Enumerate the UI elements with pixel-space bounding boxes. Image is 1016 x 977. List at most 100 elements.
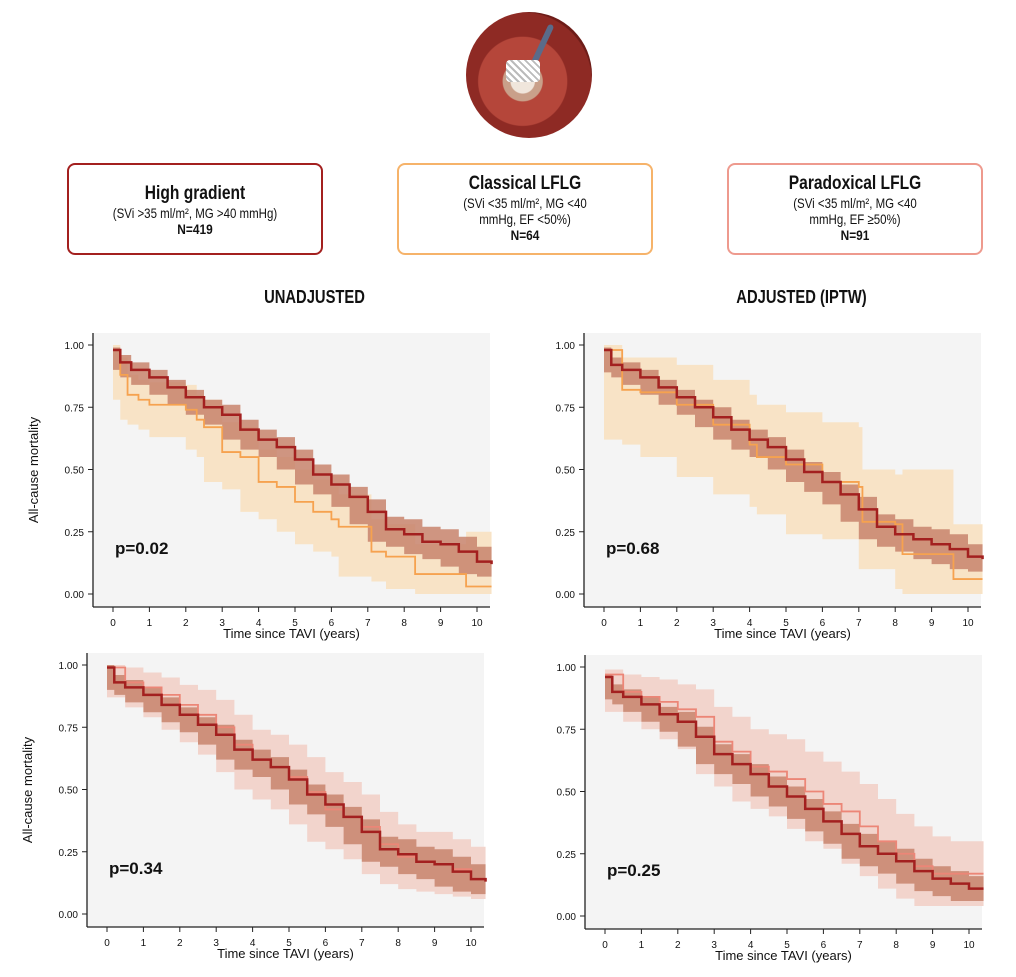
- x-tick-label: 6: [820, 618, 826, 629]
- x-tick-label: 4: [747, 618, 753, 629]
- group-n: N=64: [510, 227, 540, 243]
- x-tick-label: 3: [213, 938, 219, 949]
- x-tick-label: 10: [471, 618, 483, 629]
- section-title-unadjusted: UNADJUSTED: [264, 287, 365, 307]
- y-tick-label: 0.50: [556, 466, 576, 477]
- y-tick-label: 0.25: [65, 528, 85, 539]
- group-title: High gradient: [144, 183, 246, 204]
- x-tick-label: 8: [401, 618, 407, 629]
- x-tick-label: 1: [147, 618, 153, 629]
- y-tick-label: 1.00: [556, 341, 576, 352]
- group-n: N=91: [840, 227, 870, 243]
- x-tick-label: 8: [892, 618, 898, 629]
- x-tick-label: 10: [963, 940, 975, 951]
- x-tick-label: 0: [110, 618, 116, 629]
- x-tick-label: 4: [748, 940, 754, 951]
- x-tick-label: 5: [783, 618, 789, 629]
- y-tick-label: 1.00: [59, 661, 79, 672]
- x-tick-label: 4: [250, 938, 256, 949]
- y-tick-label: 1.00: [557, 663, 577, 674]
- y-tick-label: 0.00: [556, 590, 576, 601]
- y-tick-label: 0.25: [557, 850, 577, 861]
- x-tick-label: 3: [710, 618, 716, 629]
- x-tick-label: 8: [395, 938, 401, 949]
- group-box-classical-lflg: Classical LFLG (SVi <35 ml/m², MG <40 mm…: [397, 163, 653, 255]
- x-axis-label: Time since TAVI (years): [223, 626, 360, 641]
- km-curve-high-gradient: [113, 348, 493, 565]
- x-tick-label: 9: [432, 938, 438, 949]
- km-curve-high-gradient: [107, 666, 487, 882]
- ci-band-high-gradient: [113, 347, 492, 577]
- x-tick-label: 7: [857, 940, 863, 951]
- km-plot-adjusted-classical: 0.00 0.25 0.50 0.75 1.00 0 1 2 3 4 5 6 7 8 9 10 Time sin…: [500, 320, 1000, 655]
- y-axis-label: All-cause mortality: [26, 416, 41, 523]
- x-axis-label: Time since TAVI (years): [715, 948, 852, 963]
- group-criteria: (SVi <35 ml/m², MG <40 mmHg, EF <50%): [463, 195, 587, 227]
- x-tick-label: 4: [256, 618, 262, 629]
- km-curve-paradoxical: [605, 673, 984, 875]
- x-tick-label: 5: [286, 938, 292, 949]
- y-tick-label: 0.50: [557, 788, 577, 799]
- group-n: N=419: [177, 221, 213, 237]
- km-plot-unadjusted-classical: 0.00 0.25 0.50 0.75 1.00 0 1 2 3 4 5 6 7 8 9 10 Time sin…: [0, 320, 500, 655]
- x-tick-label: 6: [329, 618, 335, 629]
- x-tick-label: 0: [601, 618, 607, 629]
- x-tick-label: 1: [639, 940, 645, 951]
- km-plot-adjusted-paradoxical: 0.00 0.25 0.50 0.75 1.00 0 1 2 3 4 5 6 7 8 9 10 Time sin…: [500, 642, 1000, 977]
- x-tick-label: 1: [638, 618, 644, 629]
- ci-band-high-gradient: [605, 674, 984, 902]
- x-tick-label: 7: [359, 938, 365, 949]
- km-curve-classical: [113, 349, 492, 588]
- x-tick-label: 10: [465, 938, 477, 949]
- x-tick-label: 3: [219, 618, 225, 629]
- tavi-valve-illustration: [466, 12, 592, 138]
- y-tick-label: 0.75: [556, 403, 576, 414]
- y-tick-label: 0.00: [65, 590, 85, 601]
- p-value-annotation: p=0.34: [109, 859, 163, 878]
- y-tick-label: 0.75: [65, 403, 85, 414]
- y-tick-label: 0.50: [59, 786, 79, 797]
- x-tick-label: 5: [292, 618, 298, 629]
- group-criteria: (SVi <35 ml/m², MG <40 mmHg, EF ≥50%): [793, 195, 917, 227]
- x-tick-label: 8: [893, 940, 899, 951]
- y-tick-label: 0.25: [556, 528, 576, 539]
- y-tick-label: 0.25: [59, 848, 79, 859]
- x-tick-label: 0: [602, 940, 608, 951]
- y-tick-label: 1.00: [65, 341, 85, 352]
- x-tick-label: 2: [674, 618, 680, 629]
- y-axis-label: All-cause mortality: [20, 736, 35, 843]
- y-tick-label: 0.75: [59, 723, 79, 734]
- group-criteria: (SVi >35 ml/m², MG >40 mmHg): [112, 205, 278, 221]
- x-axis-label: Time since TAVI (years): [217, 946, 354, 961]
- group-box-high-gradient: High gradient (SVi >35 ml/m², MG >40 mmH…: [67, 163, 323, 255]
- section-title-adjusted: ADJUSTED (IPTW): [736, 287, 867, 307]
- x-tick-label: 2: [177, 938, 183, 949]
- x-tick-label: 6: [323, 938, 329, 949]
- x-tick-label: 7: [365, 618, 371, 629]
- y-tick-label: 0.75: [557, 725, 577, 736]
- p-value-annotation: p=0.02: [115, 539, 168, 558]
- x-tick-label: 6: [821, 940, 827, 951]
- p-value-annotation: p=0.68: [606, 539, 659, 558]
- x-tick-label: 7: [856, 618, 862, 629]
- x-tick-label: 10: [962, 618, 974, 629]
- y-tick-label: 0.00: [557, 912, 577, 923]
- x-tick-label: 1: [141, 938, 147, 949]
- x-tick-label: 9: [438, 618, 444, 629]
- x-tick-label: 0: [104, 938, 110, 949]
- y-tick-label: 0.50: [65, 466, 85, 477]
- x-tick-label: 5: [784, 940, 790, 951]
- group-box-paradoxical-lflg: Paradoxical LFLG (SVi <35 ml/m², MG <40 …: [727, 163, 983, 255]
- x-tick-label: 2: [183, 618, 189, 629]
- x-tick-label: 3: [711, 940, 717, 951]
- x-tick-label: 9: [930, 940, 936, 951]
- y-tick-label: 0.00: [59, 910, 79, 921]
- p-value-annotation: p=0.25: [607, 861, 660, 880]
- km-curve-high-gradient: [604, 348, 984, 560]
- km-curve-high-gradient: [605, 675, 984, 890]
- x-tick-label: 9: [929, 618, 935, 629]
- group-title: Paradoxical LFLG: [788, 173, 922, 194]
- km-plot-unadjusted-paradoxical: 0.00 0.25 0.50 0.75 1.00 0 1 2 3 4 5 6 7 8 9 10 Time sin…: [0, 642, 500, 977]
- group-title: Classical LFLG: [468, 173, 582, 194]
- x-axis-label: Time since TAVI (years): [714, 626, 851, 641]
